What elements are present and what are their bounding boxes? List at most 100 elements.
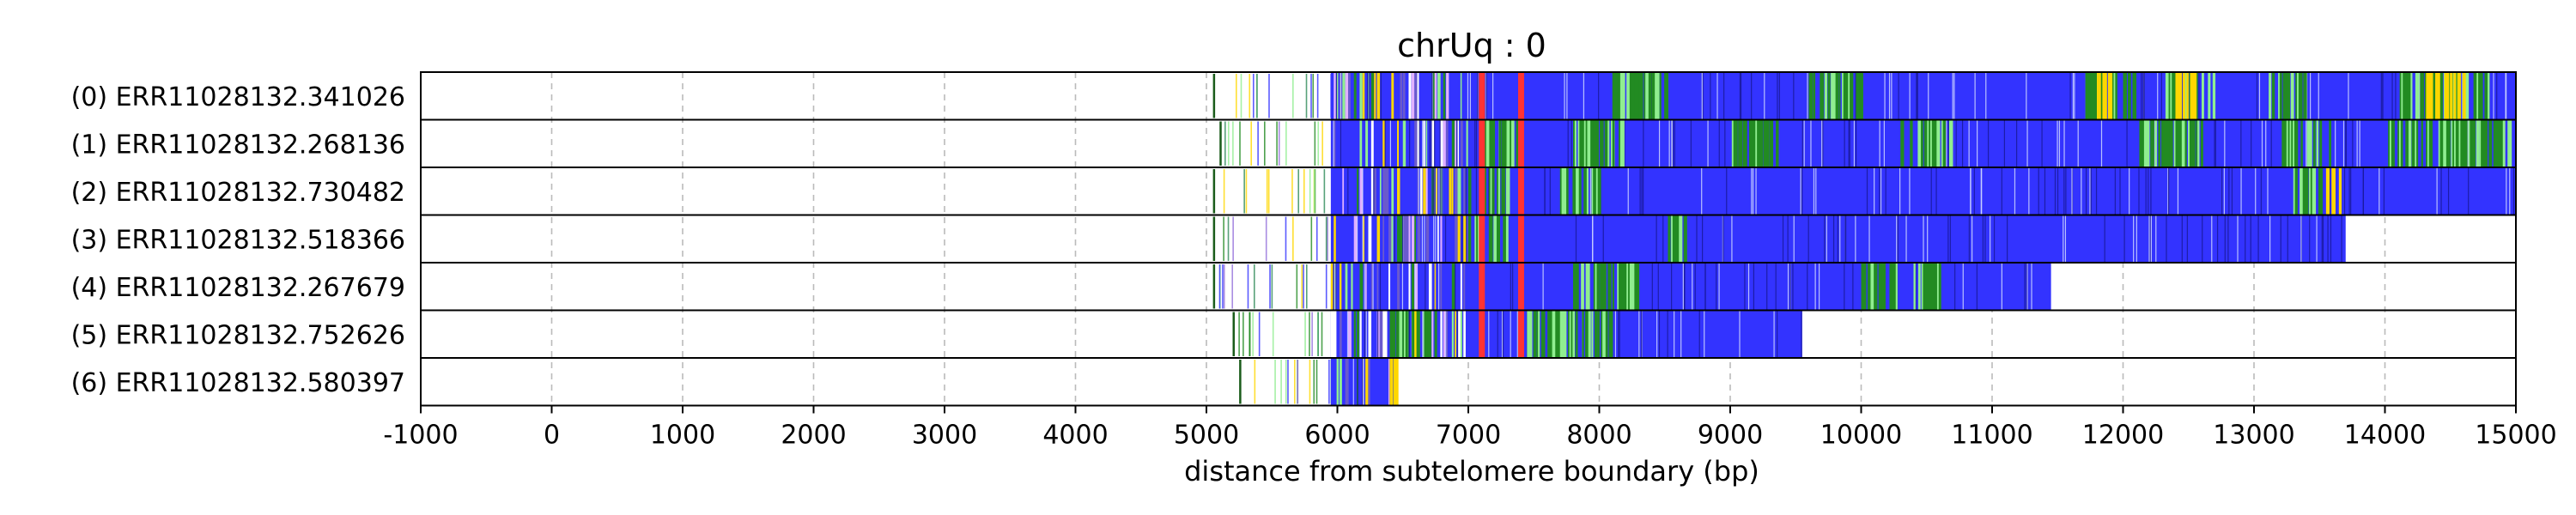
variant-mark	[2090, 73, 2093, 119]
stripe-mark	[1567, 120, 1569, 167]
stripe-mark	[1512, 264, 1514, 310]
stripe-mark	[2054, 168, 2057, 215]
sparse-mark	[1316, 74, 1319, 118]
variant-mark	[1841, 73, 1844, 119]
variant-mark	[2202, 73, 2204, 119]
variant-mark	[1596, 120, 1600, 167]
variant-mark	[2109, 73, 2113, 119]
variant-mark	[2401, 73, 2403, 119]
variant-mark	[1460, 264, 1462, 310]
stripe-mark	[1429, 120, 1431, 167]
variant-mark	[1831, 73, 1835, 119]
variant-mark	[2333, 168, 2336, 215]
variant-mark	[1457, 168, 1461, 215]
stripe-mark	[2071, 168, 2073, 215]
stripe-mark	[1739, 311, 1741, 357]
sparse-mark	[1227, 121, 1230, 166]
variant-mark	[1431, 311, 1434, 357]
variant-mark	[2191, 73, 2196, 119]
stripe-mark	[1755, 168, 1757, 215]
sparse-mark	[1256, 74, 1258, 118]
stripe-mark	[1744, 264, 1746, 310]
variant-mark	[2448, 73, 2451, 119]
stripe-mark	[2318, 73, 2319, 119]
variant-mark	[2312, 120, 2316, 167]
stripe-mark	[1510, 264, 1511, 310]
variant-mark	[2165, 73, 2170, 119]
stripe-mark	[1672, 120, 1674, 167]
stripe-mark	[1976, 264, 1978, 310]
stripe-mark	[1801, 168, 1803, 215]
variant-mark	[1423, 311, 1425, 357]
red-marker	[1479, 73, 1485, 119]
stripe-mark	[1438, 168, 1440, 215]
variant-mark	[1393, 311, 1396, 357]
sparse-mark	[1296, 264, 1298, 309]
variant-mark	[1376, 264, 1379, 310]
variant-mark	[1590, 120, 1594, 167]
read-track-0: (0) ERR11028132.341026	[71, 71, 2517, 121]
stripe-mark	[2255, 168, 2257, 215]
variant-mark	[2102, 73, 2105, 119]
stripe-mark	[1766, 264, 1768, 310]
stripe-mark	[2322, 215, 2324, 262]
x-tick-label: 8000	[1566, 421, 1631, 451]
variant-mark	[1406, 215, 1409, 262]
variant-mark	[1621, 73, 1625, 119]
variant-mark	[1601, 311, 1604, 357]
stripe-mark	[2383, 168, 2385, 215]
variant-mark	[1576, 168, 1580, 215]
stripe-mark	[1467, 73, 1469, 119]
variant-mark	[1528, 311, 1531, 357]
stripe-mark	[1445, 311, 1447, 357]
stripe-mark	[1671, 264, 1673, 310]
variant-mark	[1411, 73, 1415, 119]
read-track-1: (1) ERR11028132.268136	[71, 118, 2517, 168]
stripe-mark	[1891, 73, 1893, 119]
sparse-mark	[1285, 216, 1287, 261]
variant-mark	[2158, 120, 2161, 167]
sparse-mark	[1314, 121, 1316, 166]
variant-mark	[2435, 73, 2438, 119]
variant-mark	[1466, 215, 1468, 262]
variant-mark	[2488, 120, 2493, 167]
variant-mark	[1408, 264, 1411, 310]
stripe-mark	[2016, 120, 2018, 167]
variant-mark	[1586, 168, 1589, 215]
stripe-mark	[1651, 264, 1653, 310]
variant-mark	[1744, 120, 1747, 167]
stripe-mark	[1335, 264, 1337, 310]
variant-mark	[2127, 73, 2131, 119]
stripe-mark	[1501, 311, 1504, 357]
variant-mark	[2196, 120, 2198, 167]
stripe-mark	[1814, 264, 1816, 310]
variant-mark	[2316, 120, 2319, 167]
variant-mark	[1374, 73, 1376, 119]
variant-mark	[1936, 264, 1940, 310]
variant-mark	[1585, 120, 1589, 167]
variant-mark	[1619, 264, 1624, 310]
sparse-mark	[1232, 121, 1234, 166]
sparse-mark	[1258, 312, 1261, 356]
variant-mark	[1921, 264, 1924, 310]
variant-mark	[1628, 264, 1631, 310]
variant-mark	[1902, 120, 1905, 167]
stripe-mark	[2072, 73, 2075, 119]
variant-mark	[1485, 120, 1489, 167]
variant-mark	[1463, 311, 1466, 357]
stripe-mark	[1641, 311, 1643, 357]
variant-mark	[1385, 311, 1388, 357]
stripe-mark	[1456, 120, 1458, 167]
sparse-mark	[1247, 264, 1249, 309]
variant-mark	[2507, 120, 2511, 167]
variant-mark	[1391, 73, 1394, 119]
variant-mark	[1595, 120, 1598, 167]
stripe-mark	[1807, 215, 1809, 262]
x-tick-label: 10000	[1820, 421, 1902, 451]
repeat-block	[1330, 73, 2516, 119]
stripe-mark	[1716, 73, 1718, 119]
variant-mark	[2139, 120, 2142, 167]
stripe-mark	[1973, 168, 1975, 215]
variant-mark	[2189, 120, 2194, 167]
stripe-mark	[1968, 120, 1970, 167]
